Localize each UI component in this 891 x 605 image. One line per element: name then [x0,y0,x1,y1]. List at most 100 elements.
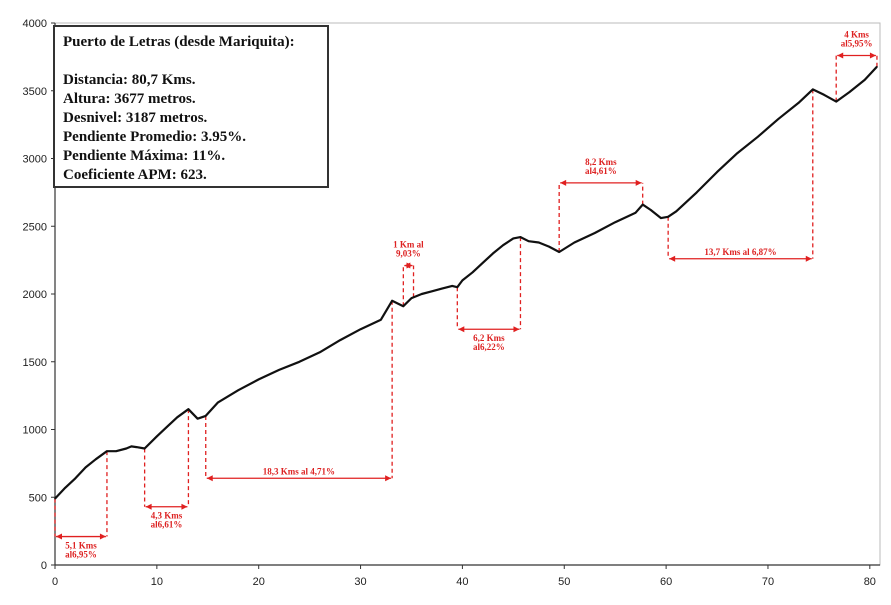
elevation-point [94,458,97,461]
elevation-point [527,240,530,242]
segment-arrow-head-left [560,179,567,186]
elevation-point [54,497,56,500]
elevation-point [451,285,454,287]
elevation-point [84,466,87,469]
elevation-point [135,446,138,448]
x-tick-label: 50 [558,576,570,588]
elevation-point [492,252,494,255]
elevation-point [667,215,669,218]
elevation-point [876,65,878,68]
segment-arrow-head-left [56,533,62,540]
segment-arrow-head-left [145,503,152,510]
elevation-point [176,416,179,419]
elevation-point [675,210,678,213]
x-tick-label: 10 [151,576,163,588]
info-avg-grade: Pendiente Promedio: 3.95%. [63,129,247,145]
elevation-point [835,100,838,103]
elevation-point [502,244,504,247]
elevation-point [594,232,596,234]
segment-label: 6,2 Kms [473,333,505,343]
info-max-grade: Pendiente Máxima: 11%. [63,148,226,164]
segment-label: 18,3 Kms al 4,71% [263,466,335,476]
segment-label: 13,7 Kms al 6,87% [704,247,776,257]
elevation-point [380,318,382,321]
elevation-point [641,203,644,206]
elevation-point [716,171,718,173]
y-tick-label: 500 [29,492,47,504]
elevation-point [106,450,108,452]
elevation-point [64,486,66,489]
elevation-point [196,417,199,420]
elevation-point [74,477,77,480]
x-tick-label: 40 [456,576,468,588]
segment-label: al6,61% [151,520,183,530]
elevation-point [402,305,405,307]
segment-arrow-head-left [458,326,465,333]
elevation-point [298,360,301,363]
elevation-point [777,118,779,121]
segment-label: al4,61% [585,166,617,176]
y-tick-label: 4000 [23,18,47,30]
segment-label: al5,95% [841,39,873,49]
elevation-point [143,447,146,450]
y-tick-label: 3500 [23,86,47,98]
elevation-point [431,290,433,293]
elevation-point [420,293,423,295]
x-tick-label: 30 [354,576,366,588]
segment-arrow-head-right [181,503,188,510]
elevation-point [558,251,560,253]
x-tick-label: 0 [52,576,58,588]
elevation-line [54,66,878,500]
elevation-point [548,245,550,248]
elevation-point [319,351,321,354]
segment-arrow-head-right [99,533,106,540]
elevation-point [634,211,637,214]
elevation-point [166,425,168,428]
segment-arrow-head-left [837,52,844,59]
info-apm: Coeficiente APM: 623. [63,167,207,183]
series-layer [54,65,878,500]
info-title: Puerto de Letras (desde Mariquita): [63,34,295,50]
x-tick-label: 60 [660,576,672,588]
elevation-point [456,286,459,289]
elevation-point [278,369,280,371]
segment-label: 9,03% [396,249,421,259]
elevation-point [471,271,474,274]
segment-label: 4,3 Kms [151,511,183,521]
elevation-point [461,279,464,282]
segment-arrow-head-right [635,179,642,186]
info-distance: Distancia: 80,7 Kms. [63,72,196,88]
elevation-point [410,297,413,299]
elevation-point [695,191,698,194]
segment-arrow-head-right [385,475,392,482]
elevation-point [811,88,814,91]
segment-label: al6,22% [473,342,505,352]
segment-label: 8,2 Kms [585,157,617,167]
elevation-point [391,299,393,302]
elevation-point [650,209,652,211]
segment-arrow-head-left [206,475,213,482]
elevation-point [204,415,207,417]
info-height: Altura: 3677 metros. [63,91,196,107]
elevation-point [863,79,866,81]
x-tick-label: 20 [253,576,265,588]
segment-label: 4 Kms [844,30,869,40]
x-tick-label: 80 [864,576,876,588]
segment-arrow-head-right [869,52,876,59]
info-gain: Desnivel: 3187 metros. [63,110,208,126]
elevation-point [797,102,800,104]
elevation-point [441,287,443,290]
elevation-point [537,241,540,244]
elevation-point [339,339,341,341]
elevation-point [359,328,362,331]
elevation-point [257,378,260,381]
info-box: Puerto de Letras (desde Mariquita): Dist… [53,25,329,188]
elevation-point [115,450,117,452]
elevation-point [519,236,522,238]
x-tick-label: 70 [762,576,774,588]
y-tick-label: 0 [41,560,47,572]
elevation-point [237,389,240,392]
segment-label: al6,95% [65,550,97,560]
